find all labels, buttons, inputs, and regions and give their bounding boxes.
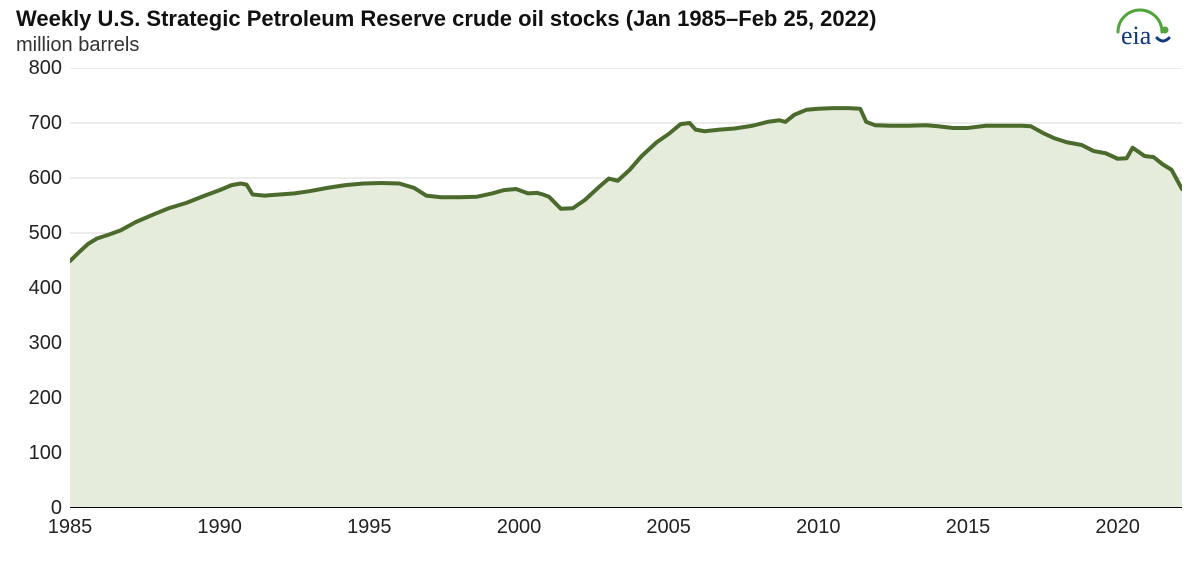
plot-area — [70, 68, 1182, 508]
y-tick-label: 500 — [29, 222, 62, 245]
x-tick-label: 2015 — [946, 516, 991, 539]
x-tick-label: 2010 — [796, 516, 841, 539]
x-tick-label: 2005 — [646, 516, 691, 539]
x-tick-label: 2020 — [1095, 516, 1140, 539]
y-tick-label: 300 — [29, 332, 62, 355]
y-tick-label: 700 — [29, 112, 62, 135]
x-tick-label: 1985 — [48, 516, 93, 539]
chart-title: Weekly U.S. Strategic Petroleum Reserve … — [16, 6, 876, 32]
y-tick-label: 800 — [29, 57, 62, 80]
chart-subtitle: million barrels — [16, 34, 139, 57]
area-chart-svg — [70, 68, 1182, 508]
y-tick-label: 200 — [29, 387, 62, 410]
svg-text:eia: eia — [1121, 21, 1152, 50]
x-tick-label: 1995 — [347, 516, 392, 539]
x-tick-label: 2000 — [497, 516, 542, 539]
y-tick-label: 100 — [29, 442, 62, 465]
x-tick-label: 1990 — [197, 516, 242, 539]
y-tick-label: 600 — [29, 167, 62, 190]
chart-stage: Weekly U.S. Strategic Petroleum Reserve … — [0, 0, 1200, 564]
y-tick-label: 400 — [29, 277, 62, 300]
eia-logo: eia — [1112, 8, 1182, 52]
